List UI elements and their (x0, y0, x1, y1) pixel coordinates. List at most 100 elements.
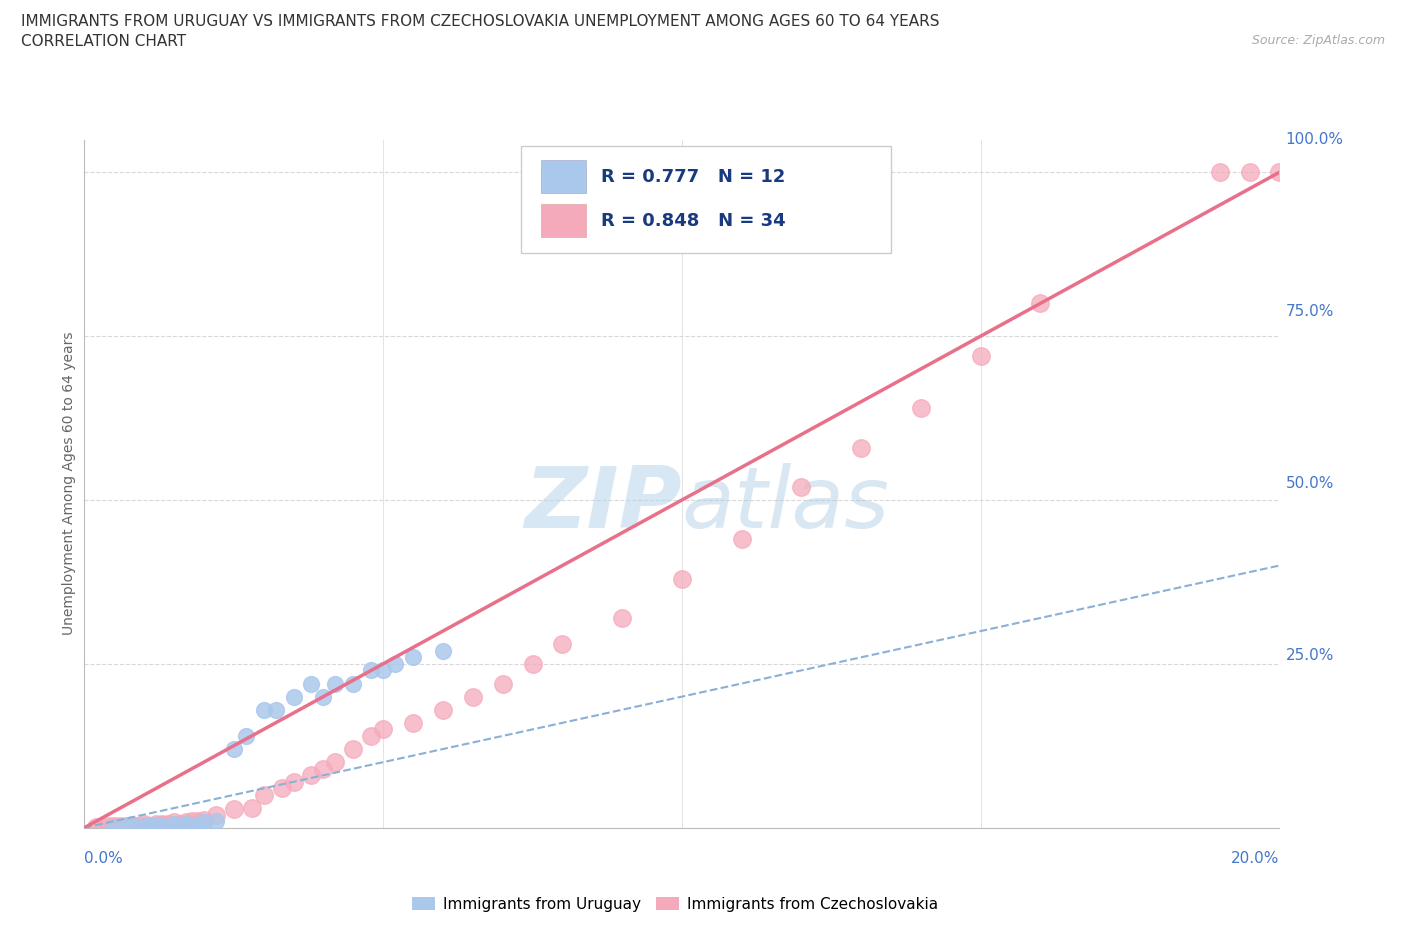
Point (127, 818, 149, 833)
Point (150, 817, 173, 832)
Point (145, 817, 167, 831)
Point (402, 650, 425, 665)
Bar (541, 160, 586, 193)
Y-axis label: Unemployment Among Ages 60 to 64 years: Unemployment Among Ages 60 to 64 years (62, 332, 76, 635)
Point (127, 819, 149, 834)
Point (432, 702, 454, 717)
Point (371, 663, 394, 678)
Point (222, 741, 245, 756)
Point (180, 817, 202, 832)
Point (193, 815, 215, 830)
Point (264, 702, 287, 717)
Point (180, 814, 202, 829)
Text: atlas: atlas (682, 463, 890, 546)
Point (342, 741, 364, 756)
Point (157, 819, 180, 834)
Point (139, 818, 162, 833)
Text: R = 0.848   N = 34: R = 0.848 N = 34 (600, 212, 786, 230)
Point (86, 819, 108, 834)
Point (115, 819, 138, 834)
Point (235, 728, 257, 743)
Text: ZIP: ZIP (524, 463, 682, 546)
Point (312, 689, 335, 704)
Text: 20.0%: 20.0% (1232, 851, 1279, 866)
Point (522, 657, 544, 671)
Point (402, 715, 425, 730)
Point (222, 802, 245, 817)
Point (849, 440, 872, 455)
Point (132, 817, 156, 831)
Point (312, 762, 335, 777)
Point (910, 401, 932, 416)
Point (169, 818, 191, 833)
Point (193, 813, 215, 828)
Point (157, 817, 180, 831)
Bar (541, 205, 586, 237)
Point (432, 644, 454, 658)
Point (163, 815, 186, 830)
Point (127, 819, 149, 834)
Point (115, 819, 138, 834)
Point (205, 814, 228, 829)
Point (342, 676, 364, 691)
Text: 75.0%: 75.0% (1285, 304, 1334, 319)
Point (360, 663, 382, 678)
Point (132, 818, 156, 833)
Point (174, 815, 197, 830)
Text: CORRELATION CHART: CORRELATION CHART (21, 34, 186, 49)
Point (323, 676, 347, 691)
Point (371, 722, 394, 737)
Point (97, 819, 120, 834)
Point (323, 755, 347, 770)
Point (91, 819, 114, 834)
Text: 25.0%: 25.0% (1285, 648, 1334, 663)
Point (384, 657, 406, 671)
Point (103, 819, 125, 834)
Point (132, 819, 156, 834)
Point (253, 788, 276, 803)
Point (110, 818, 132, 833)
Point (461, 689, 484, 704)
FancyBboxPatch shape (520, 146, 891, 253)
Point (671, 571, 693, 586)
Point (970, 349, 993, 364)
Point (240, 801, 263, 816)
Point (551, 637, 574, 652)
Point (1029, 296, 1052, 311)
Point (145, 817, 167, 832)
Point (174, 817, 197, 831)
Text: 50.0%: 50.0% (1285, 476, 1334, 491)
Point (187, 814, 209, 829)
Point (150, 817, 173, 831)
Legend: Immigrants from Uruguay, Immigrants from Czechoslovakia: Immigrants from Uruguay, Immigrants from… (406, 890, 943, 918)
Point (103, 819, 125, 834)
Point (731, 532, 754, 547)
Point (150, 819, 173, 834)
Point (283, 775, 305, 790)
Point (169, 817, 191, 831)
Text: Source: ZipAtlas.com: Source: ZipAtlas.com (1251, 34, 1385, 47)
Point (1239, 165, 1261, 179)
Point (253, 702, 276, 717)
Text: 0.0%: 0.0% (84, 851, 124, 866)
Point (121, 819, 143, 834)
Point (115, 818, 138, 833)
Point (121, 819, 143, 834)
Point (790, 480, 813, 495)
Text: 100.0%: 100.0% (1285, 132, 1344, 147)
Point (610, 610, 633, 625)
Point (360, 728, 382, 743)
Point (121, 817, 143, 832)
Point (301, 768, 323, 783)
Point (139, 818, 162, 833)
Point (492, 676, 515, 691)
Text: IMMIGRANTS FROM URUGUAY VS IMMIGRANTS FROM CZECHOSLOVAKIA UNEMPLOYMENT AMONG AGE: IMMIGRANTS FROM URUGUAY VS IMMIGRANTS FR… (21, 14, 939, 29)
Text: R = 0.777   N = 12: R = 0.777 N = 12 (600, 167, 785, 186)
Point (1268, 165, 1291, 179)
Point (283, 689, 305, 704)
Point (301, 676, 323, 691)
Point (270, 781, 292, 796)
Point (163, 817, 186, 831)
Point (205, 807, 228, 822)
Point (187, 818, 209, 833)
